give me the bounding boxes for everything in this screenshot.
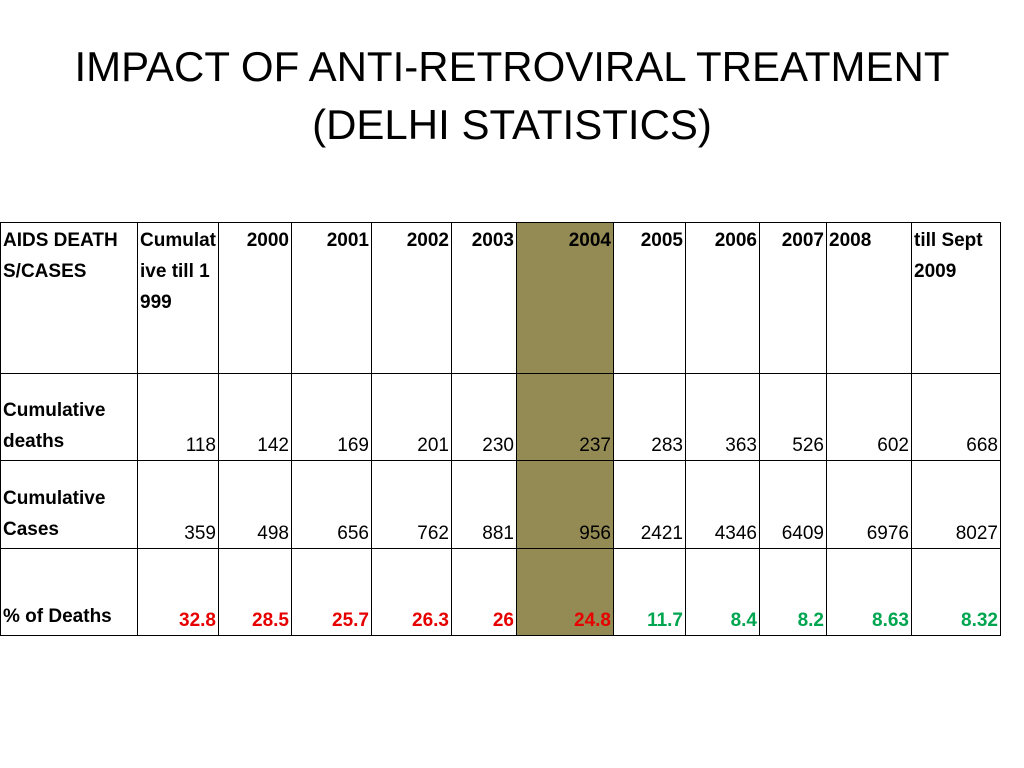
- header-year-2000: 2000: [218, 222, 292, 374]
- table-cell: 8.63: [826, 548, 912, 636]
- table-row: % of Deaths 32.8 28.5 25.7 26.3 26 24.8 …: [0, 548, 1001, 636]
- table-cell: 24.8: [516, 548, 614, 636]
- table-cell: 26.3: [371, 548, 452, 636]
- slide-title: IMPACT OF ANTI-RETROVIRAL TREATMENT (DEL…: [0, 38, 1024, 154]
- header-year-2002: 2002: [371, 222, 452, 374]
- table-cell: 25.7: [291, 548, 372, 636]
- table-cell: 237: [516, 373, 614, 461]
- delhi-statistics-table: AIDS DEATHS/CASES Cumulative till 1999 2…: [0, 222, 1001, 636]
- table-cell: 6409: [759, 460, 827, 549]
- row-label-cumulative-deaths: Cumulative deaths: [0, 373, 138, 461]
- table-cell: 762: [371, 460, 452, 549]
- table-cell: 602: [826, 373, 912, 461]
- table-row: Cumulative deaths 118 142 169 201 230 23…: [0, 373, 1001, 461]
- header-year-2003: 2003: [451, 222, 517, 374]
- table-cell: 2421: [613, 460, 686, 549]
- header-year-2004: 2004: [516, 222, 614, 374]
- table-cell: 118: [137, 373, 219, 461]
- table-cell: 8.4: [685, 548, 760, 636]
- table-cell: 956: [516, 460, 614, 549]
- table-cell: 26: [451, 548, 517, 636]
- table-cell: 526: [759, 373, 827, 461]
- header-year-2001: 2001: [291, 222, 372, 374]
- table-cell: 8.2: [759, 548, 827, 636]
- row-label-cumulative-cases: Cumulative Cases: [0, 460, 138, 549]
- table-cell: 8027: [911, 460, 1001, 549]
- table-cell: 28.5: [218, 548, 292, 636]
- header-row: AIDS DEATHS/CASES Cumulative till 1999 2…: [0, 222, 1001, 374]
- row-label-percent-deaths: % of Deaths: [0, 548, 138, 636]
- header-till-sept-2009: till Sept 2009: [911, 222, 1001, 374]
- table-cell: 498: [218, 460, 292, 549]
- table-cell: 11.7: [613, 548, 686, 636]
- table-row: Cumulative Cases 359 498 656 762 881 956…: [0, 460, 1001, 549]
- table-cell: 6976: [826, 460, 912, 549]
- table-cell: 142: [218, 373, 292, 461]
- table-cell: 201: [371, 373, 452, 461]
- slide-title-line2: (DELHI STATISTICS): [312, 101, 712, 148]
- header-year-2008: 2008: [826, 222, 912, 374]
- table-cell: 283: [613, 373, 686, 461]
- table-cell: 359: [137, 460, 219, 549]
- table-cell: 230: [451, 373, 517, 461]
- header-cumulative-1999: Cumulative till 1999: [137, 222, 219, 374]
- header-year-2006: 2006: [685, 222, 760, 374]
- table-cell: 668: [911, 373, 1001, 461]
- table-cell: 656: [291, 460, 372, 549]
- table-cell: 881: [451, 460, 517, 549]
- header-year-2005: 2005: [613, 222, 686, 374]
- header-year-2007: 2007: [759, 222, 827, 374]
- slide-title-line1: IMPACT OF ANTI-RETROVIRAL TREATMENT: [74, 43, 950, 90]
- table-cell: 4346: [685, 460, 760, 549]
- table-cell: 169: [291, 373, 372, 461]
- table-cell: 363: [685, 373, 760, 461]
- table-cell: 8.32: [911, 548, 1001, 636]
- table-cell: 32.8: [137, 548, 219, 636]
- corner-header-cell: AIDS DEATHS/CASES: [0, 222, 138, 374]
